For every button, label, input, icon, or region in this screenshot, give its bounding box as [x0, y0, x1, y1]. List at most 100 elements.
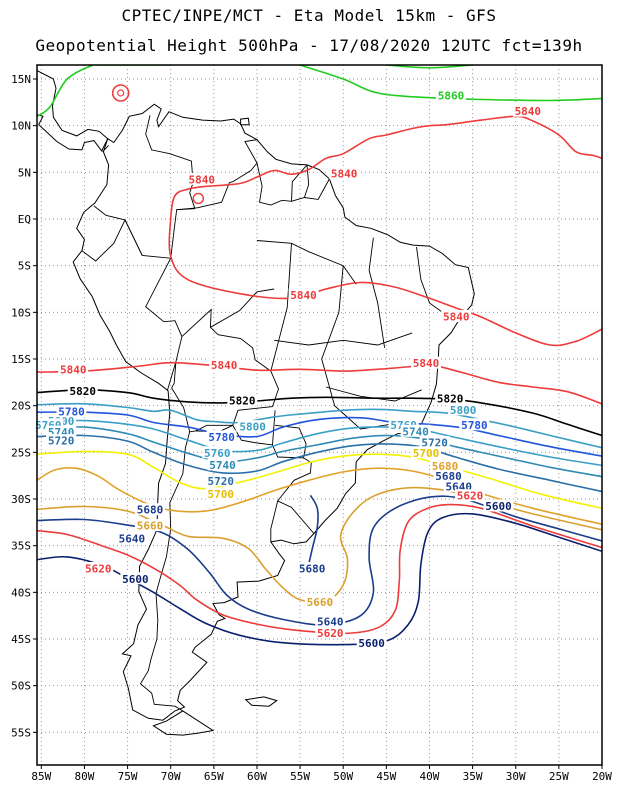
- contour-5780: [37, 411, 602, 457]
- contour-label: 5800: [450, 404, 477, 417]
- lat-tick-label: 40S: [11, 586, 31, 599]
- country-border: [166, 361, 177, 391]
- contour-label: 5640: [119, 533, 146, 546]
- coastline: [37, 70, 109, 152]
- contour-label-bg: [205, 474, 236, 487]
- contour-label-bg: [207, 458, 238, 471]
- contour-label-bg: [83, 562, 114, 574]
- contour-label-bg: [288, 288, 319, 301]
- contour-label-bg: [304, 595, 335, 608]
- lon-tick-label: 85W: [31, 770, 51, 783]
- contour-label-bg: [329, 167, 360, 180]
- contour-label: 5780: [208, 431, 235, 444]
- country-border: [145, 115, 196, 209]
- contour-closed-inner: [117, 89, 125, 97]
- lat-tick-label: 10S: [11, 306, 31, 319]
- contour-5840: [168, 185, 602, 347]
- contour-label: 5720: [207, 475, 234, 488]
- lon-tick-label: 55W: [290, 770, 310, 783]
- lon-tick-label: 20W: [592, 770, 612, 783]
- lon-tick-label: 30W: [506, 770, 526, 783]
- contour-label-bg: [441, 310, 472, 322]
- lat-tick-label: 25S: [11, 446, 31, 459]
- title-line-1: CPTEC/INPE/MCT - Eta Model 15km - GFS: [121, 6, 497, 25]
- contour-label: 5840: [331, 168, 358, 181]
- country-border: [270, 243, 292, 372]
- country-border: [232, 410, 276, 446]
- title-line-2: Geopotential Height 500hPa - 17/08/2020 …: [35, 36, 583, 55]
- contour-label-bg: [58, 363, 89, 376]
- contour-label: 5680: [435, 470, 462, 483]
- country-border: [291, 178, 330, 202]
- lat-tick-label: EQ: [18, 213, 31, 226]
- contour-label: 5720: [48, 435, 75, 448]
- contour-label: 5760: [204, 447, 231, 460]
- contour-label: 5840: [60, 364, 87, 377]
- country-border: [139, 431, 191, 712]
- contour-5680: [307, 494, 319, 565]
- lon-tick-label: 60W: [247, 770, 267, 783]
- country-border: [81, 219, 126, 262]
- lon-tick-label: 75W: [118, 770, 138, 783]
- contour-5760: [37, 419, 602, 467]
- lat-tick-label: 20S: [11, 400, 31, 413]
- contour-labels: 5860 5840 5840 5840 5840 5840 5840 5840 5840 5820…: [33, 88, 543, 650]
- contour-label: 5680: [432, 460, 459, 473]
- contour-label: 5600: [122, 573, 149, 586]
- country-border: [210, 288, 275, 328]
- lon-tick-label: 40W: [420, 770, 440, 783]
- coastline-and-borders: [37, 33, 475, 736]
- lat-tick-label: 45S: [11, 633, 31, 646]
- contour-label: 5620: [317, 627, 344, 640]
- contour-label: 5840: [443, 311, 470, 324]
- contour-label: 5680: [299, 563, 326, 576]
- contour-label: 5640: [317, 616, 344, 629]
- contour-label-bg: [436, 88, 467, 101]
- lat-tick-label: 30S: [11, 493, 31, 506]
- contour-label-bg: [430, 459, 461, 472]
- coastline: [132, 33, 185, 54]
- contour-label: 5660: [307, 596, 334, 609]
- coastline: [72, 103, 475, 721]
- contour-label-bg: [120, 572, 151, 585]
- contour-label: 5840: [211, 359, 238, 372]
- lat-tick-label: 5N: [18, 166, 31, 179]
- contour-label-bg: [411, 446, 442, 459]
- country-border: [272, 424, 307, 459]
- contour-closed-amazon: [192, 192, 205, 205]
- contour-label: 5620: [85, 563, 112, 576]
- contour-label: 5840: [413, 357, 440, 370]
- contour-label: 5820: [437, 393, 464, 406]
- latitude-labels: 15N 10N 5N EQ 5S 10S 15S 20S 25S 30S 35S 40S 45S 50S 5…: [11, 73, 31, 739]
- contour-label-bg: [297, 562, 328, 574]
- contour-label-bg: [443, 479, 474, 492]
- country-border: [256, 162, 308, 206]
- contour-label-bg: [56, 405, 87, 418]
- country-border: [256, 240, 357, 285]
- contour-closed-5840: [111, 84, 130, 102]
- coastline: [152, 710, 215, 736]
- contour-label: 5620: [457, 490, 484, 503]
- country-border: [274, 332, 413, 346]
- contour-5860: [37, 65, 171, 117]
- contour-label-bg: [459, 418, 490, 431]
- contour-label-bg: [237, 420, 268, 433]
- contour-5860: [299, 65, 602, 102]
- lat-tick-label: 10N: [11, 120, 31, 133]
- contour-label-bg: [135, 519, 165, 532]
- contour-label: 5740: [402, 425, 429, 438]
- contour-label-bg: [483, 499, 514, 512]
- lat-tick-label: 5S: [18, 260, 31, 273]
- country-border: [176, 139, 258, 211]
- contour-label: 5800: [239, 421, 266, 434]
- contour-label-bg: [205, 487, 236, 500]
- contour-label: 5780: [58, 406, 85, 419]
- contour-5860: [386, 65, 473, 69]
- country-border: [303, 164, 310, 198]
- country-border: [124, 219, 183, 389]
- contour-5840: [37, 361, 602, 405]
- contour-label-bg: [400, 424, 431, 437]
- contour-label-bg: [315, 626, 346, 639]
- contour-label-bg: [411, 356, 442, 369]
